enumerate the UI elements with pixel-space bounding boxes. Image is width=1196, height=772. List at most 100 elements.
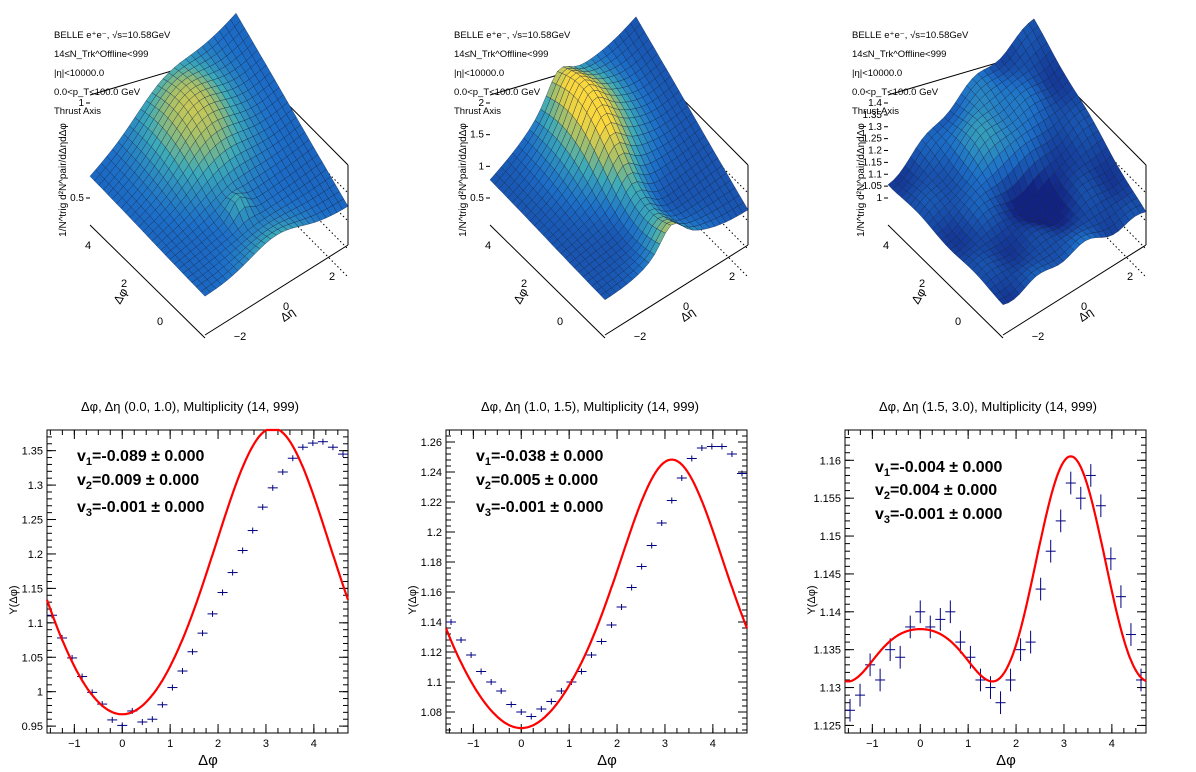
x-tick-label: 1 xyxy=(965,738,971,750)
x-tick-label: 2 xyxy=(215,738,221,750)
data-point xyxy=(646,542,657,549)
data-point xyxy=(506,701,517,708)
fit-panel-1: Δφ, Δη (0.0, 1.0), Multiplicity (14, 999… xyxy=(8,399,350,769)
data-point xyxy=(1015,638,1026,662)
base-edge xyxy=(604,244,749,336)
z-tick-label: 0.5 xyxy=(70,193,84,204)
phi-tick-label: 0 xyxy=(955,316,961,328)
data-point xyxy=(596,638,607,645)
info-line: |η|<10000.0 xyxy=(54,68,104,79)
data-point xyxy=(1115,585,1126,609)
y-tick-label: 1.2 xyxy=(28,549,43,561)
z-tick-label: 1.35 xyxy=(863,110,883,121)
eta-axis-label: Δη xyxy=(1076,305,1096,325)
data-point xyxy=(496,688,507,694)
data-point xyxy=(706,443,717,450)
y-tick-label: 1.15 xyxy=(22,583,43,595)
info-box: BELLE e⁺e⁻, √s=10.58GeV 14≤N_Trk^Offline<… xyxy=(54,30,171,117)
data-point xyxy=(297,444,308,451)
phi-tick-label: 2 xyxy=(919,278,925,290)
x-axis-label: Δφ xyxy=(597,752,617,769)
data-point xyxy=(1025,630,1036,654)
info-line: 0.0<p_T<100.0 GeV xyxy=(54,87,141,98)
data-point xyxy=(915,600,926,624)
data-point xyxy=(476,668,487,675)
y-tick-label: 1.08 xyxy=(421,707,442,719)
data-point xyxy=(526,713,537,720)
fit-parameter-v2: v2=0.005 ± 0.000 xyxy=(476,472,598,492)
eta-tick-label: 2 xyxy=(1127,271,1133,283)
data-point xyxy=(237,547,248,554)
data-point xyxy=(486,679,497,685)
z-tick-label: 1 xyxy=(876,193,882,204)
data-point xyxy=(307,440,318,447)
data-point xyxy=(875,668,886,692)
eta-tick-label: 0 xyxy=(683,301,689,313)
eta-tick-label: −2 xyxy=(234,331,247,343)
data-point xyxy=(1125,623,1136,646)
grid-line xyxy=(235,163,349,278)
z-tick-label: 1.5 xyxy=(470,130,484,141)
z-tick-label: 1 xyxy=(78,98,84,109)
plot-frame xyxy=(445,429,748,734)
panel-title: Δφ, Δη (1.0, 1.5), Multiplicity (14, 999… xyxy=(481,399,699,414)
data-point xyxy=(626,584,637,591)
x-tick-label: 4 xyxy=(311,738,317,750)
eta-tick-label: 2 xyxy=(729,271,735,283)
data-point xyxy=(855,683,866,707)
phi-axis-label: Δφ xyxy=(909,285,929,306)
data-point xyxy=(586,652,597,658)
data-points xyxy=(845,464,1147,722)
surface-cell xyxy=(630,16,641,31)
data-point xyxy=(1045,539,1056,563)
data-point xyxy=(905,615,916,639)
y-tick-label: 1.16 xyxy=(820,455,841,467)
data-point xyxy=(247,527,258,534)
data-point xyxy=(147,716,158,723)
surface-cell xyxy=(1028,18,1039,31)
phi-tick-label: 4 xyxy=(85,240,91,252)
x-tick-label: −1 xyxy=(467,738,480,750)
data-point xyxy=(157,701,168,708)
fit-curve xyxy=(444,458,749,730)
z-tick-label: 0.5 xyxy=(470,193,484,204)
x-tick-label: 3 xyxy=(662,738,668,750)
grid-line xyxy=(1033,135,1147,250)
fit-panel-3: Δφ, Δη (1.5, 3.0), Multiplicity (14, 999… xyxy=(806,399,1147,769)
y-tick-label: 0.95 xyxy=(22,721,43,733)
data-point xyxy=(337,451,349,458)
x-tick-label: −1 xyxy=(68,738,81,750)
z-tick-label: 1.2 xyxy=(868,146,882,157)
data-point xyxy=(1055,509,1066,533)
fit-parameter-v3: v3=-0.001 ± 0.000 xyxy=(875,506,1003,526)
phi-tick-label: 4 xyxy=(883,240,889,252)
data-point xyxy=(466,652,477,658)
data-point xyxy=(546,698,557,705)
z-axis-label: 1/N^trig d²N^pair/dΔηdΔφ xyxy=(856,123,867,237)
x-tick-label: −1 xyxy=(866,738,879,750)
data-point xyxy=(995,691,1006,715)
y-axis-label: Y(Δφ) xyxy=(806,585,818,614)
eta-axis-label: Δη xyxy=(678,305,698,325)
data-point xyxy=(845,698,856,722)
phi-tick-label: 0 xyxy=(157,316,163,328)
fit-parameter-v1: v1=-0.004 ± 0.000 xyxy=(875,459,1003,479)
data-point xyxy=(516,709,527,715)
data-point xyxy=(945,600,956,624)
info-box: BELLE e⁺e⁻, √s=10.58GeV 14≤N_Trk^Offline<… xyxy=(454,30,571,117)
z-tick-label: 1.25 xyxy=(863,134,883,145)
x-tick-label: 2 xyxy=(614,738,620,750)
data-point xyxy=(975,668,986,692)
base-edge xyxy=(489,224,606,339)
grid-line xyxy=(635,79,749,194)
x-tick-label: 4 xyxy=(1109,738,1115,750)
data-point xyxy=(1065,471,1076,495)
y-axis-label: Y(Δφ) xyxy=(8,585,20,614)
x-tick-label: 1 xyxy=(167,738,173,750)
z-tick-label: 1.15 xyxy=(863,157,883,168)
info-line: 14≤N_Trk^Offline<999 xyxy=(454,49,548,60)
surface-panel-2: BELLE e⁺e⁻, √s=10.58GeV 14≤N_Trk^Offline<… xyxy=(454,16,749,343)
base-edge xyxy=(887,224,1004,339)
z-axis-label: 1/N^trig d²N^pair/dΔηdΔφ xyxy=(58,123,69,237)
data-point xyxy=(197,630,208,637)
